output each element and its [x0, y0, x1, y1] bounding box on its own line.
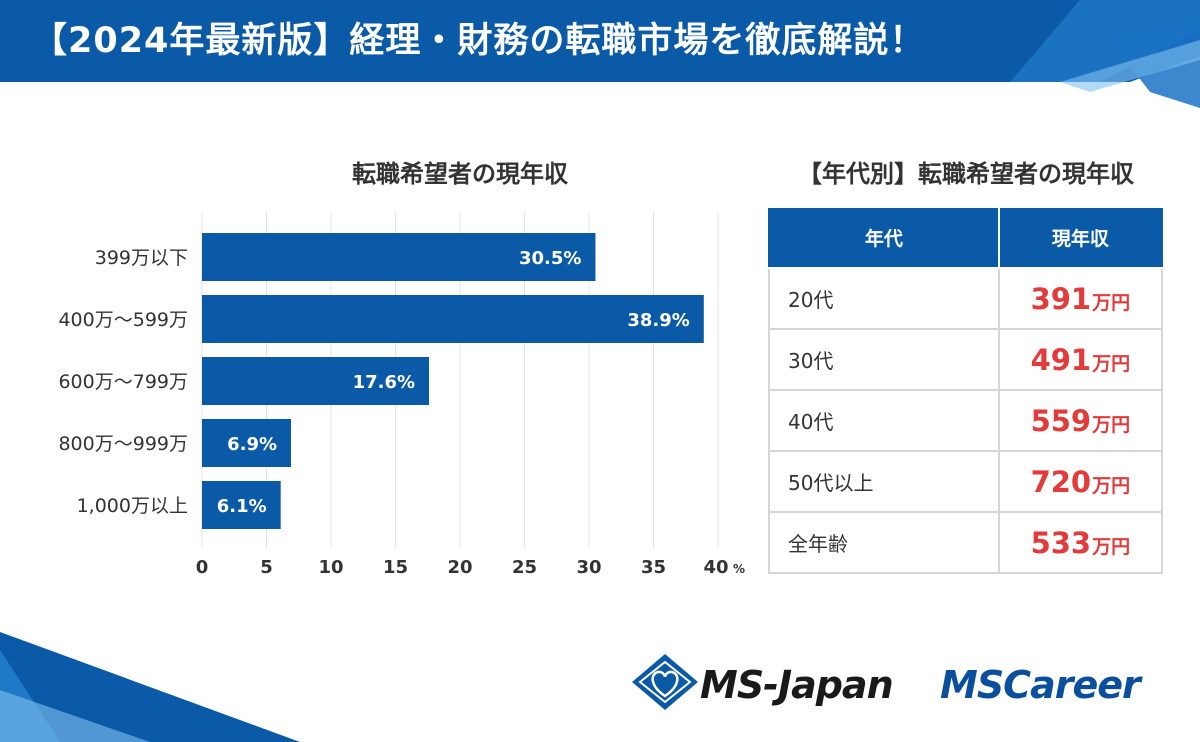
- data-label: 17.6%: [353, 372, 415, 393]
- table-header-row: 年代 現年収: [768, 208, 1164, 269]
- chart-title: 転職希望者の現年収: [352, 160, 568, 188]
- bar: [202, 419, 292, 467]
- income-cell: 559万円: [997, 389, 1164, 452]
- income-cell: 491万円: [997, 328, 1164, 391]
- data-label: 6.9%: [227, 434, 277, 455]
- bar: [202, 233, 596, 281]
- data-label: 30.5%: [519, 248, 581, 269]
- header-age: 年代: [768, 208, 1000, 269]
- header-background: [0, 0, 1200, 108]
- x-axis-unit: %: [733, 562, 745, 576]
- income-unit: 万円: [1092, 413, 1131, 436]
- x-tick-label: 25: [512, 557, 537, 578]
- page-title: 【2024年最新版】経理・財務の転職市場を徹底解説！: [32, 21, 926, 61]
- income-unit: 万円: [1092, 291, 1131, 314]
- table-title: 【年代別】転職希望者の現年収: [798, 160, 1134, 188]
- category-label: 400万～599万: [58, 309, 188, 331]
- x-tick-label: 30: [576, 557, 601, 578]
- category-label: 399万以下: [95, 247, 188, 269]
- table-row: 50代以上 720万円: [768, 450, 1164, 513]
- bar: [202, 357, 430, 405]
- header-income: 現年収: [997, 208, 1164, 269]
- header-banner: 【2024年最新版】経理・財務の転職市場を徹底解説！: [0, 0, 1200, 108]
- age-cell: 40代: [768, 389, 1000, 452]
- age-cell: 20代: [768, 267, 1000, 330]
- income-cell: 533万円: [997, 511, 1164, 574]
- x-tick-label: 10: [318, 557, 343, 578]
- x-tick-label: 5: [260, 557, 273, 578]
- table-row: 40代 559万円: [768, 389, 1164, 452]
- bar-chart: 0 5 10 15 20 25 30 35 40 % 399万以下 30.5% 400万～599万 38.…: [58, 212, 745, 578]
- income-cell: 391万円: [997, 267, 1164, 330]
- income-value: 533: [1030, 525, 1092, 560]
- data-label: 38.9%: [627, 310, 689, 331]
- income-by-age-table: 年代 現年収 20代 391万円 30代 491万円 40代 559万円 50代…: [768, 208, 1164, 574]
- income-unit: 万円: [1092, 474, 1131, 497]
- age-cell: 全年齢: [768, 511, 1000, 574]
- income-cell: 720万円: [997, 450, 1164, 513]
- x-tick-label: 40: [703, 557, 728, 578]
- income-unit: 万円: [1092, 535, 1131, 558]
- mscareer-logo-text: MSCareer: [940, 663, 1141, 707]
- category-label: 600万～799万: [58, 371, 188, 393]
- table-row: 全年齢 533万円: [768, 511, 1164, 574]
- table-row: 30代 491万円: [768, 328, 1164, 391]
- age-cell: 50代以上: [768, 450, 1000, 513]
- x-tick-label: 35: [641, 557, 666, 578]
- income-value: 720: [1030, 464, 1092, 499]
- category-label: 800万～999万: [58, 433, 188, 455]
- income-value: 391: [1030, 281, 1092, 316]
- income-value: 491: [1030, 342, 1092, 377]
- x-tick-label: 0: [196, 557, 209, 578]
- msjapan-logo-text: MS-Japan: [700, 663, 894, 707]
- x-tick-label: 20: [447, 557, 472, 578]
- data-label: 6.1%: [217, 496, 267, 517]
- bar: [202, 481, 281, 529]
- age-cell: 30代: [768, 328, 1000, 391]
- category-label: 1,000万以上: [77, 495, 188, 517]
- bar: [202, 295, 704, 343]
- income-value: 559: [1030, 403, 1092, 438]
- table-row: 20代 391万円: [768, 267, 1164, 330]
- income-unit: 万円: [1092, 352, 1131, 375]
- x-tick-label: 15: [383, 557, 408, 578]
- msjapan-logo-icon: [632, 654, 698, 710]
